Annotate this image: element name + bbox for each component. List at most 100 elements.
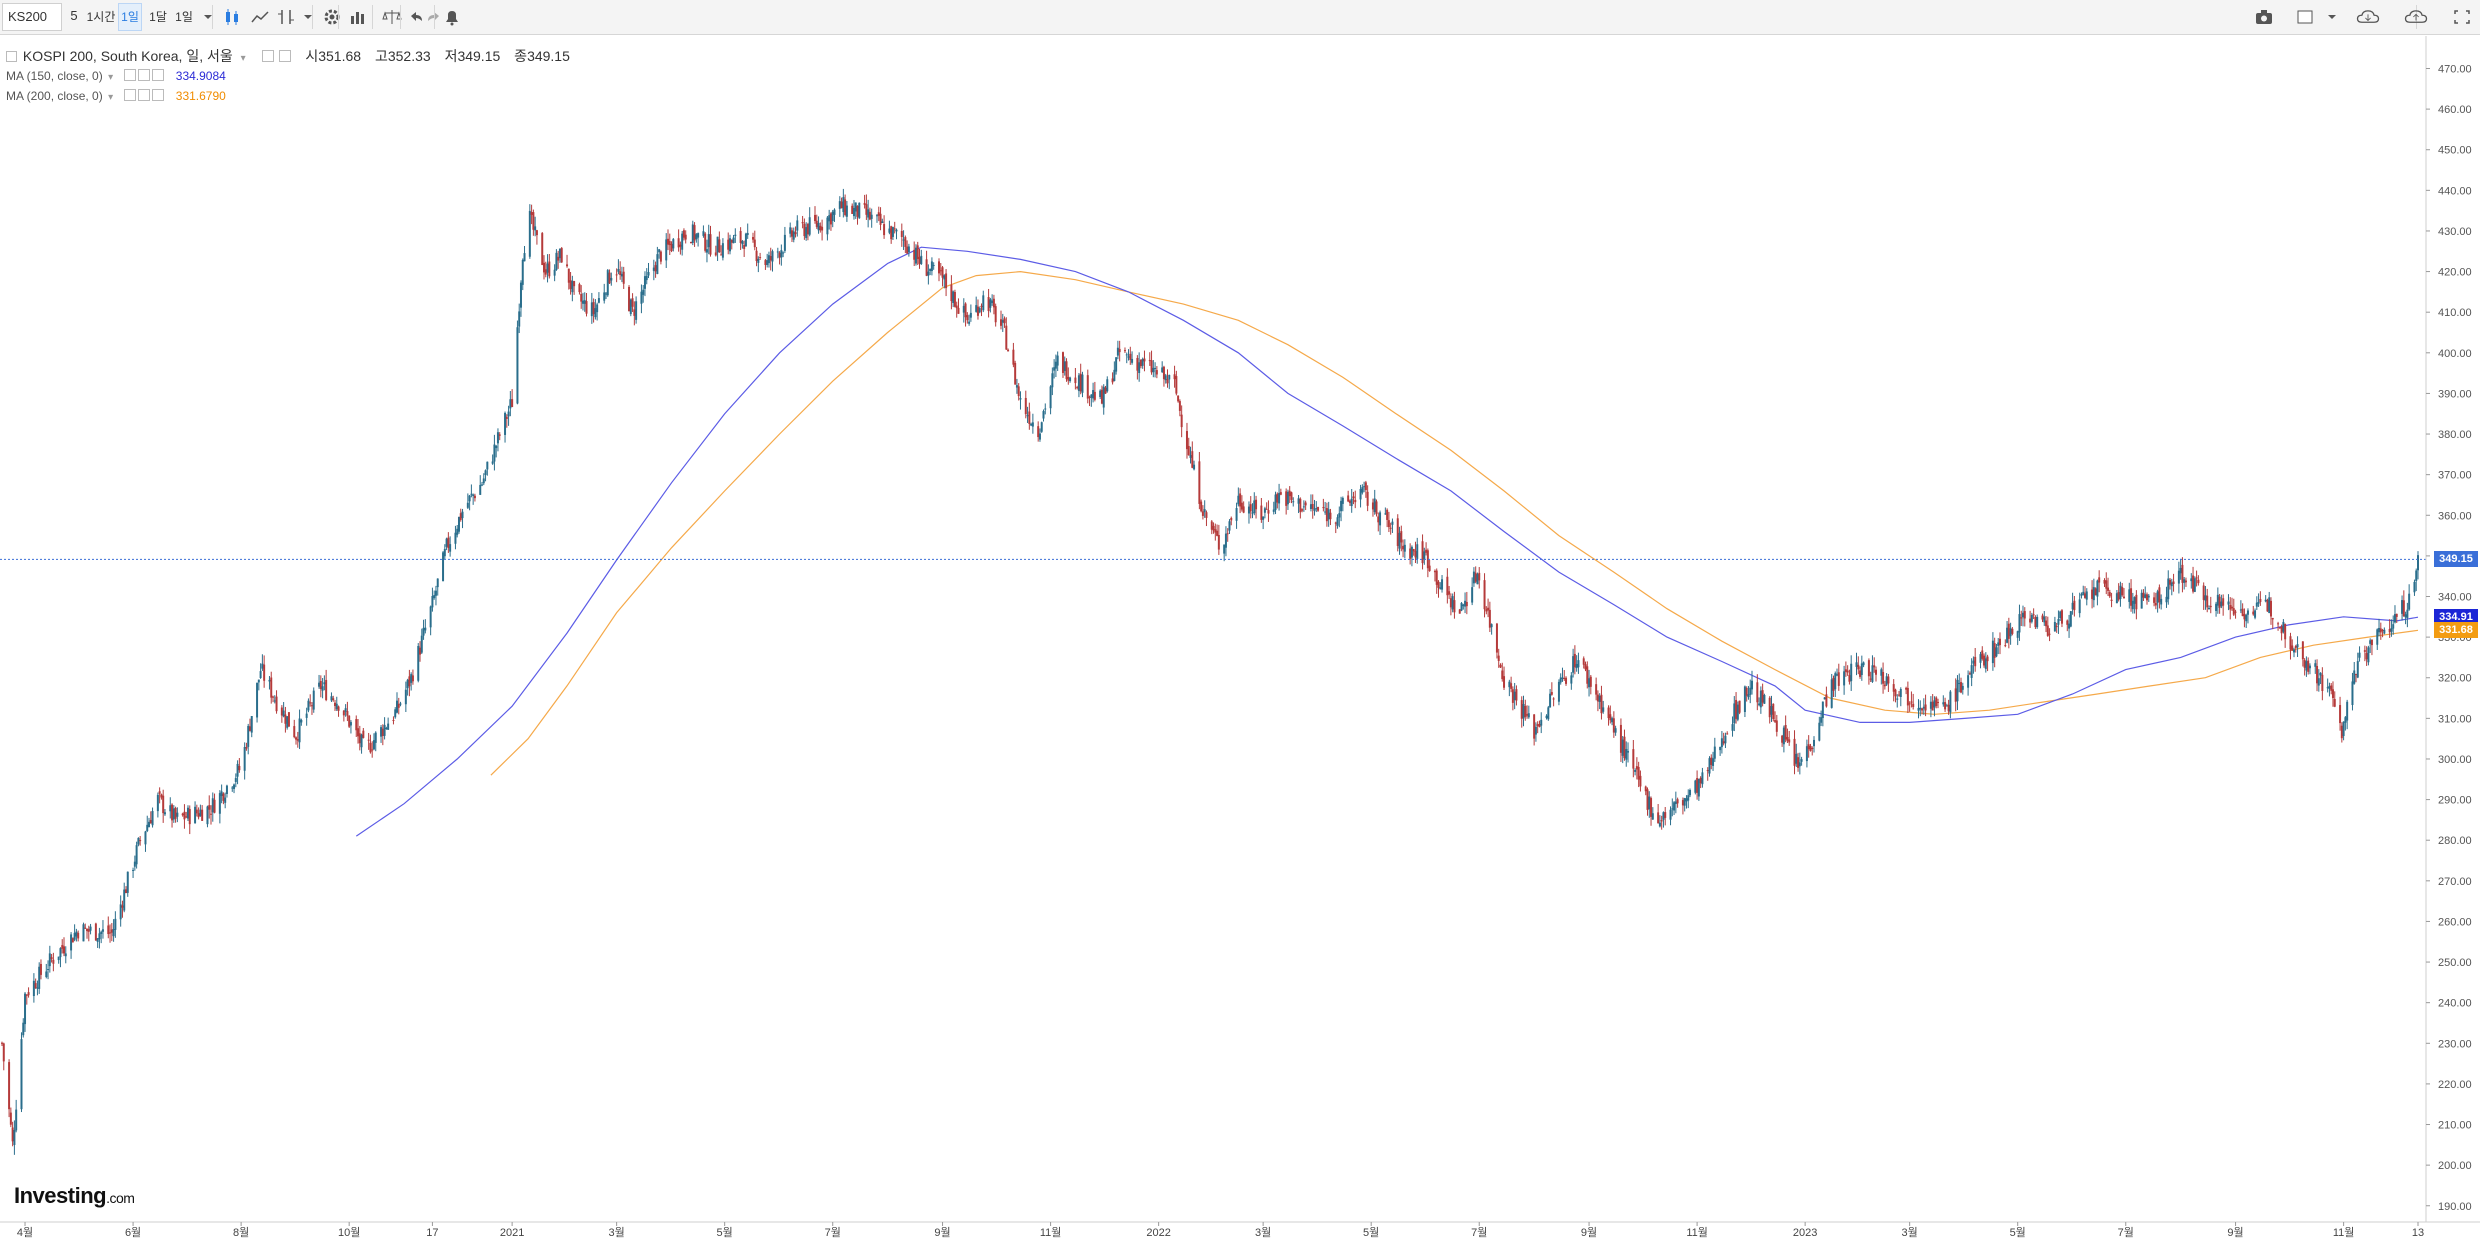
- candle-body: [8, 1062, 11, 1110]
- candle-body: [1288, 490, 1291, 497]
- candle-body: [2379, 628, 2382, 633]
- candle-body: [668, 241, 671, 246]
- indicators-icon[interactable]: [246, 4, 274, 30]
- settings-icon[interactable]: [138, 69, 151, 81]
- candle-body: [1049, 386, 1052, 409]
- candle-body: [769, 256, 772, 261]
- candle-body: [472, 494, 475, 496]
- candle-body: [2207, 607, 2210, 610]
- candle-body: [86, 928, 89, 932]
- candle-body: [2342, 721, 2345, 737]
- chevron-down-icon[interactable]: ▾: [108, 72, 114, 83]
- candle-body: [741, 241, 744, 245]
- candle-body: [2392, 624, 2395, 629]
- candle-body: [62, 946, 65, 954]
- alert-bell-icon[interactable]: [438, 4, 466, 30]
- chevron-down-icon[interactable]: ▾: [108, 92, 114, 103]
- candle-body: [2082, 591, 2085, 595]
- candle-body: [925, 259, 928, 276]
- candle-body: [2220, 601, 2223, 607]
- candle-body: [1028, 411, 1031, 424]
- candle-body: [1031, 422, 1034, 427]
- candle-body: [2255, 602, 2258, 607]
- candle-body: [250, 716, 253, 733]
- candle-body: [461, 511, 464, 519]
- candle-body: [1001, 320, 1004, 323]
- candle-body: [2103, 580, 2106, 584]
- candle-body: [1435, 570, 1438, 585]
- layout-icon[interactable]: [2292, 4, 2320, 30]
- y-tick-label: 450.00: [2438, 145, 2472, 157]
- interval-1hour-button[interactable]: 1시간: [86, 10, 116, 24]
- compare-icon[interactable]: [272, 4, 300, 30]
- camera-icon[interactable]: [2250, 4, 2278, 30]
- gear-icon[interactable]: [318, 4, 346, 30]
- candle-body: [2404, 614, 2407, 618]
- collapse-icon[interactable]: [6, 51, 17, 62]
- interval-more-button[interactable]: 1일: [175, 10, 193, 24]
- candle-body: [2413, 581, 2416, 593]
- candle-body: [670, 243, 673, 251]
- settings-icon[interactable]: [279, 50, 292, 62]
- interval-1day-button[interactable]: 1일: [118, 3, 142, 31]
- interval-number-input[interactable]: 5: [70, 8, 78, 23]
- candle-body: [1483, 580, 1486, 610]
- ma150-label: MA (150, close, 0): [6, 69, 103, 83]
- undo-icon[interactable]: [402, 4, 422, 30]
- symbol-input[interactable]: KS200: [2, 3, 62, 31]
- candle-body: [879, 213, 882, 225]
- candle-body: [1024, 397, 1027, 415]
- chart-area[interactable]: 190.00 200.00 210.00 220.00 230.00 240.00 250.…: [0, 36, 2480, 1241]
- interval-1month-button[interactable]: 1달: [149, 10, 167, 24]
- candle-body: [424, 627, 427, 631]
- candle-body: [2160, 598, 2163, 605]
- fullscreen-icon[interactable]: [2448, 4, 2476, 30]
- candle-body: [1228, 521, 1231, 531]
- chevron-down-icon[interactable]: [2318, 4, 2336, 30]
- candlestick-icon[interactable]: [218, 4, 246, 30]
- candle-body: [1621, 739, 1624, 756]
- candle-body: [622, 271, 625, 284]
- chevron-down-icon[interactable]: ▾: [240, 53, 246, 64]
- candle-body: [201, 809, 204, 821]
- candle-body: [337, 706, 340, 711]
- candle-body: [1038, 433, 1041, 440]
- candle-body: [842, 197, 845, 213]
- eye-icon[interactable]: [124, 89, 137, 101]
- close-icon[interactable]: [152, 89, 165, 101]
- candle-body: [888, 228, 891, 233]
- candle-body: [32, 980, 35, 997]
- candle-body: [1065, 361, 1068, 380]
- chevron-down-icon[interactable]: [294, 4, 312, 30]
- candle-body: [608, 272, 611, 284]
- price-chart[interactable]: 190.00 200.00 210.00 220.00 230.00 240.00 250.…: [0, 36, 2480, 1241]
- close-icon[interactable]: [152, 69, 165, 81]
- candle-body: [1596, 694, 1599, 702]
- candle-body: [1216, 530, 1219, 536]
- redo-icon[interactable]: [420, 4, 440, 30]
- candle-body: [1148, 360, 1151, 362]
- eye-icon[interactable]: [124, 69, 137, 81]
- candle-body: [2202, 585, 2205, 600]
- candle-body: [295, 737, 298, 740]
- candle-body: [1782, 727, 1785, 745]
- candle-body: [11, 1127, 14, 1142]
- candle-body: [580, 293, 583, 302]
- candle-body: [2284, 624, 2287, 640]
- bar-chart-icon[interactable]: [344, 4, 372, 30]
- settings-icon[interactable]: [138, 89, 151, 101]
- candle-body: [447, 537, 450, 548]
- eye-icon[interactable]: [261, 50, 274, 62]
- candle-body: [70, 934, 73, 951]
- candle-body: [1696, 778, 1699, 793]
- cloud-load-icon[interactable]: [2354, 4, 2386, 30]
- candle-body: [1731, 724, 1734, 731]
- candle-body: [2172, 581, 2175, 584]
- candle-body: [867, 209, 870, 218]
- candle-body: [906, 246, 909, 254]
- candle-body: [1848, 675, 1851, 682]
- cloud-save-icon[interactable]: [2402, 4, 2434, 30]
- chevron-down-icon[interactable]: [194, 4, 212, 30]
- candle-body: [381, 728, 384, 737]
- candle-body: [826, 217, 829, 235]
